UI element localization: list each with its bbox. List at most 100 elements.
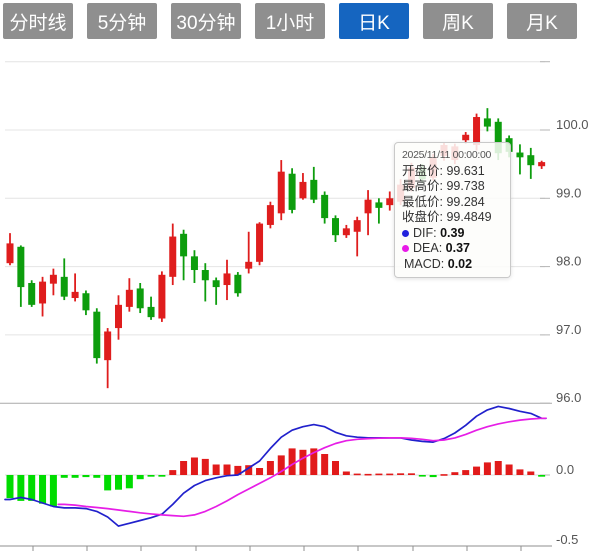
price-axis-label: 97.0 — [556, 322, 581, 337]
macd-bar — [104, 475, 112, 491]
candle-body — [60, 276, 68, 297]
macd-bar — [256, 468, 264, 475]
ohlc-tooltip: 2025/11/11 00:00:00 开盘价: 99.631 最高价: 99.7… — [394, 142, 511, 278]
candle-body — [245, 261, 253, 269]
candle-body — [158, 274, 166, 319]
macd-bar — [397, 473, 405, 475]
interval-toolbar: 分时线 5分钟 30分钟 1小时 日K 周K 月K — [3, 3, 577, 39]
macd-bar — [158, 475, 166, 477]
macd-bar — [234, 465, 242, 475]
macd-bar — [332, 461, 339, 475]
candle-body — [527, 155, 535, 166]
macd-bar — [169, 470, 177, 475]
tooltip-indicator-row: DEA: 0.37 — [402, 241, 503, 257]
macd-bar — [375, 473, 383, 476]
tooltip-indicator-row: DIF: 0.39 — [402, 226, 503, 242]
candle-body — [82, 293, 90, 311]
tab-interval-5[interactable]: 周K — [423, 3, 493, 39]
candle-body — [364, 199, 372, 214]
candle-body — [483, 118, 491, 127]
candle-body — [147, 306, 155, 318]
candle-body — [28, 282, 36, 305]
macd-bar — [353, 473, 361, 476]
macd-bar — [321, 454, 329, 475]
dea-series — [57, 417, 547, 518]
price-axis-label: 100.0 — [556, 117, 589, 132]
price-axis-label: 96.0 — [556, 390, 581, 405]
candle-body — [375, 202, 383, 208]
candle-body — [277, 171, 285, 214]
macd-bar — [93, 475, 101, 478]
candle-body — [190, 256, 198, 271]
tooltip-row: 开盘价: 99.631 — [402, 163, 485, 178]
price-axis-label: 99.0 — [556, 185, 581, 200]
macd-bar — [494, 461, 502, 475]
candle-body — [212, 280, 220, 288]
macd-bar — [386, 473, 394, 476]
candle-body — [223, 273, 231, 286]
macd-bar — [180, 461, 188, 475]
macd-bar — [473, 466, 481, 475]
candle-body — [494, 121, 502, 154]
macd-bar — [6, 475, 14, 499]
macd-bar — [527, 471, 535, 475]
candle-body — [353, 220, 361, 232]
macd-bar — [429, 475, 437, 478]
macd-bar — [310, 448, 318, 475]
tooltip-row: 最低价: 99.284 — [402, 194, 485, 209]
candle-body — [17, 246, 25, 288]
candle-body — [256, 223, 264, 262]
dea-dot-icon — [402, 245, 409, 252]
macd-bar — [483, 462, 491, 475]
macd-axis-label: -0.5 — [556, 532, 578, 547]
candle-body — [321, 194, 329, 219]
macd-bar — [440, 474, 448, 476]
macd-bar — [538, 475, 546, 477]
candle-body — [462, 134, 470, 141]
candle-body — [93, 311, 101, 359]
candle-body — [71, 291, 79, 299]
candle-body — [332, 218, 339, 236]
tab-interval-0[interactable]: 分时线 — [3, 3, 73, 39]
macd-bar — [49, 475, 57, 507]
candle-body — [115, 304, 122, 329]
macd-bar — [201, 458, 209, 475]
tab-interval-4[interactable]: 日K — [339, 3, 409, 39]
candle-body — [125, 289, 133, 307]
macd-bar — [364, 473, 372, 476]
macd-bar — [288, 448, 296, 475]
macd-bar — [212, 464, 220, 475]
macd-bar — [516, 469, 524, 475]
dif-dot-icon — [402, 229, 409, 237]
macd-bar — [71, 475, 79, 478]
dif-line — [4, 405, 547, 527]
tab-interval-1[interactable]: 5分钟 — [87, 3, 157, 39]
candle-body — [473, 117, 481, 146]
macd-bar — [462, 470, 470, 475]
candle-body — [516, 152, 524, 158]
candle-body — [386, 198, 394, 206]
macd-axis-label: 0.0 — [556, 462, 574, 477]
candle-body — [299, 181, 307, 199]
macd-bar — [266, 461, 274, 475]
tab-interval-2[interactable]: 30分钟 — [171, 3, 241, 39]
candle-body — [266, 205, 274, 225]
macd-bar — [82, 475, 90, 478]
tooltip-row: 收盘价: 99.4849 — [402, 210, 492, 224]
macd-bar — [147, 475, 155, 477]
macd-bar — [223, 464, 231, 475]
macd-bar — [39, 475, 47, 504]
candle-body — [538, 162, 546, 167]
tooltip-date: 2025/11/11 00:00:00 — [402, 149, 492, 161]
macd-histogram — [6, 448, 546, 507]
candle-body — [288, 173, 296, 210]
dif-series — [4, 405, 547, 527]
tab-interval-6[interactable]: 月K — [507, 3, 577, 39]
macd-bar — [136, 475, 144, 480]
candle-body — [49, 274, 57, 284]
macd-bar — [17, 475, 25, 501]
tab-interval-3[interactable]: 1小时 — [255, 3, 325, 39]
axis-ticks — [32, 61, 550, 551]
